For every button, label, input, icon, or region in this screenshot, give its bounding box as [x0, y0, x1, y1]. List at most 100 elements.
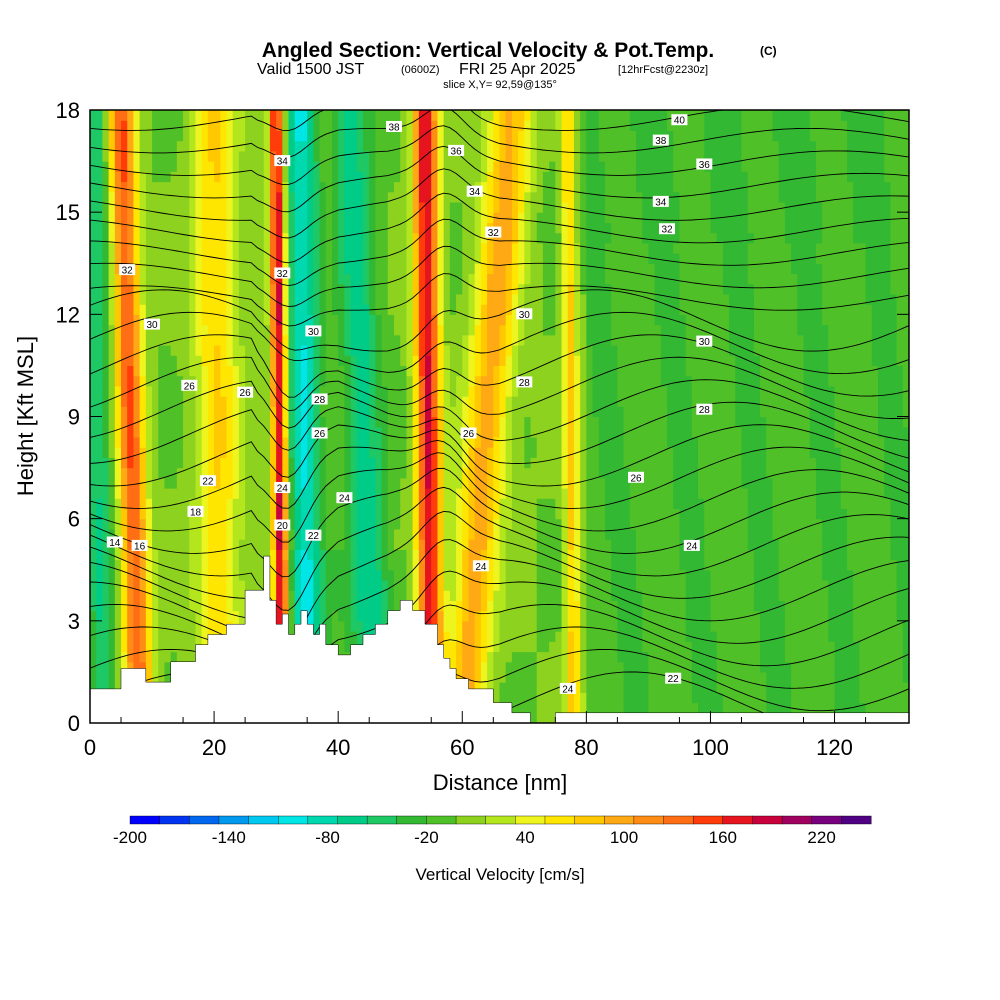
field-cell	[394, 467, 401, 479]
field-cell	[201, 365, 209, 377]
field-cell	[493, 355, 501, 367]
field-cell	[102, 242, 110, 254]
field-cell	[102, 498, 110, 510]
field-cell	[127, 498, 135, 510]
field-cell	[127, 242, 135, 254]
field-cell	[431, 273, 439, 285]
field-cell	[263, 528, 271, 540]
field-cell	[338, 467, 345, 479]
field-cell	[530, 406, 538, 418]
field-cell	[400, 396, 408, 407]
field-cell	[530, 375, 538, 387]
field-cell	[313, 477, 321, 489]
field-cell	[338, 334, 345, 346]
field-cell	[443, 110, 451, 121]
field-cell	[387, 232, 395, 244]
field-cell	[164, 212, 172, 223]
field-cell	[300, 518, 308, 530]
field-cell	[592, 253, 600, 264]
field-cell	[493, 314, 501, 326]
field-cell	[158, 212, 166, 223]
field-cell	[555, 426, 563, 438]
field-cell	[505, 242, 513, 254]
field-cell	[505, 508, 513, 520]
field-cell	[152, 171, 159, 183]
field-cell	[462, 436, 470, 448]
field-cell	[263, 436, 271, 448]
field-cell	[331, 590, 339, 601]
field-cell	[245, 344, 252, 356]
field-cell	[189, 385, 197, 397]
field-cell	[251, 344, 259, 356]
field-cell	[561, 242, 569, 254]
field-cell	[319, 365, 327, 377]
field-cell	[549, 171, 556, 183]
field-cell	[257, 355, 265, 367]
field-cell	[536, 222, 544, 234]
field-cell	[176, 569, 184, 581]
field-cell	[102, 324, 110, 336]
field-cell	[487, 508, 494, 520]
field-cell	[325, 590, 333, 601]
field-cell	[598, 488, 606, 499]
field-cell	[555, 283, 563, 295]
field-cell	[338, 212, 345, 223]
field-cell	[369, 569, 376, 581]
field-cell	[456, 661, 463, 673]
field-cell	[325, 304, 333, 315]
field-cell	[307, 150, 314, 162]
field-cell	[580, 579, 587, 591]
field-cell	[555, 620, 563, 632]
field-cell	[530, 610, 538, 622]
field-cell	[300, 140, 308, 152]
field-cell	[251, 518, 259, 530]
field-cell	[586, 702, 594, 714]
field-cell	[152, 610, 159, 622]
field-cell	[189, 406, 197, 418]
field-cell	[313, 334, 321, 346]
field-cell	[214, 191, 221, 203]
field-cell	[145, 610, 153, 622]
field-cell	[412, 344, 420, 356]
field-cell	[220, 365, 228, 377]
field-cell	[96, 212, 103, 223]
field-cell	[108, 498, 116, 510]
field-cell	[567, 253, 575, 264]
field-cell	[139, 304, 147, 315]
field-cell	[108, 579, 116, 591]
field-cell	[487, 396, 494, 407]
field-cell	[319, 110, 327, 121]
field-cell	[257, 396, 265, 407]
field-cell	[276, 161, 283, 172]
field-cell	[90, 263, 97, 275]
field-cell	[201, 457, 209, 469]
field-cell	[394, 436, 401, 448]
field-cell	[220, 528, 228, 540]
field-cell	[561, 396, 569, 407]
field-cell	[325, 508, 333, 520]
field-cell	[164, 641, 172, 653]
field-cell	[592, 467, 600, 479]
field-cell	[164, 120, 172, 132]
field-cell	[561, 253, 569, 264]
field-cell	[363, 304, 370, 315]
field-cell	[567, 304, 575, 315]
field-cell	[238, 120, 246, 132]
field-cell	[474, 457, 482, 469]
field-cell	[542, 569, 550, 581]
field-cell	[102, 232, 110, 244]
field-cell	[220, 181, 228, 193]
field-cell	[480, 651, 488, 663]
field-cell	[592, 191, 600, 203]
field-cell	[90, 620, 97, 632]
field-cell	[387, 549, 395, 561]
field-cell	[580, 212, 587, 223]
field-cell	[331, 344, 339, 356]
field-cell	[437, 191, 445, 203]
field-cell	[431, 498, 439, 510]
field-cell	[96, 181, 103, 193]
field-cell	[474, 263, 482, 275]
field-cell	[96, 304, 103, 315]
field-cell	[431, 406, 439, 418]
field-cell	[530, 661, 538, 673]
